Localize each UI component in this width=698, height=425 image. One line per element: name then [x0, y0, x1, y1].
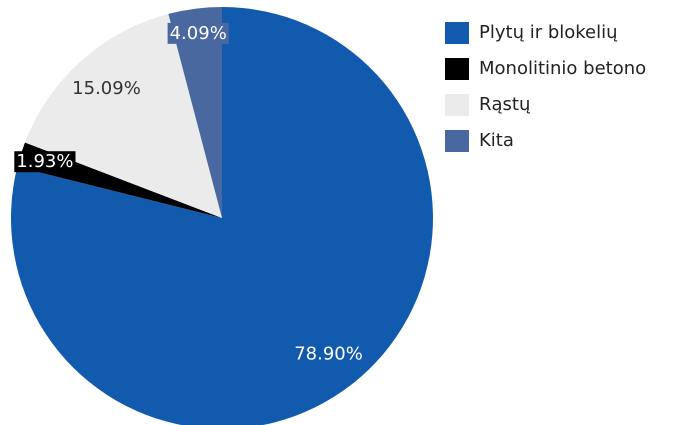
data-label: 78.90%: [294, 343, 363, 364]
pie-slice: [24, 13, 223, 219]
legend-swatch: [445, 58, 469, 80]
data-label-bg: [14, 151, 76, 173]
legend-swatch: [445, 94, 469, 116]
legend-label: Monolitinio betono: [479, 58, 646, 79]
data-label-bg: [292, 343, 365, 365]
data-label: 4.09%: [170, 23, 227, 44]
data-label-bg: [167, 22, 229, 44]
data-label: 15.09%: [72, 78, 141, 99]
legend-label: Kita: [479, 130, 514, 151]
pie-slice: [11, 7, 433, 425]
legend-swatch: [445, 22, 469, 44]
legend-swatch: [445, 130, 469, 152]
data-label-bg: [70, 78, 143, 100]
legend-label: Plytų ir blokelių: [479, 22, 618, 43]
data-label: 1.93%: [16, 151, 73, 172]
legend-label: Rąstų: [479, 94, 531, 115]
pie-slice: [168, 7, 222, 218]
